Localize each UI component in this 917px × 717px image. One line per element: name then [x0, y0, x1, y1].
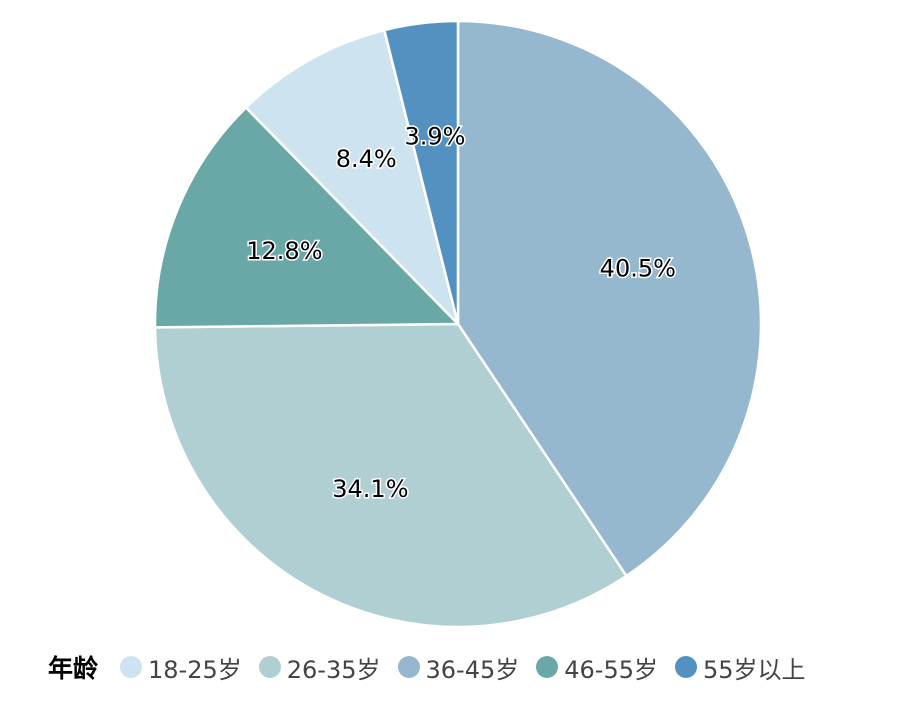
pie-slice-26-35: [153, 322, 628, 629]
pie-labels: 40.5% 34.1% 12.8% 8.4% 3.9%: [245, 121, 678, 505]
pie-slice-55-plus: [383, 19, 460, 326]
slice-label-55-plus: 3.9%: [405, 123, 466, 151]
legend-item-26-35: 26-35岁: [258, 650, 381, 685]
legend: 年龄 18-25岁 26-35岁 36-45岁 46-55岁 55岁以上: [48, 645, 823, 689]
slice-label-18-25: 8.4%: [336, 145, 397, 173]
slice-label-46-55: 12.8%: [246, 237, 322, 265]
slice-label-26-35: 34.1%: [332, 475, 408, 503]
slice-label-36-45: 40.5%: [600, 254, 676, 282]
legend-swatch-18-25: [120, 656, 143, 678]
legend-item-55-plus: 55岁以上: [675, 650, 806, 685]
legend-label-26-35: 26-35岁: [286, 655, 381, 684]
legend-swatch-36-45: [397, 656, 420, 678]
legend-label-18-25: 18-25岁: [148, 655, 242, 684]
pie-slice-18-25: [244, 28, 460, 326]
legend-label-36-45: 36-45岁: [425, 655, 520, 684]
legend-item-18-25: 18-25岁: [120, 650, 242, 685]
legend-swatch-46-55: [536, 656, 559, 678]
pie-slices: [153, 19, 763, 629]
legend-swatch-26-35: [258, 656, 281, 678]
legend-label-55-plus: 55岁以上: [703, 655, 806, 684]
legend-item-46-55: 46-55岁: [536, 650, 658, 685]
legend-label-46-55: 46-55岁: [564, 655, 659, 684]
pie-slice-46-55: [153, 106, 460, 329]
legend-item-36-45: 36-45岁: [397, 650, 520, 685]
legend-swatch-55-plus: [675, 656, 698, 678]
legend-title: 年龄: [48, 654, 99, 683]
